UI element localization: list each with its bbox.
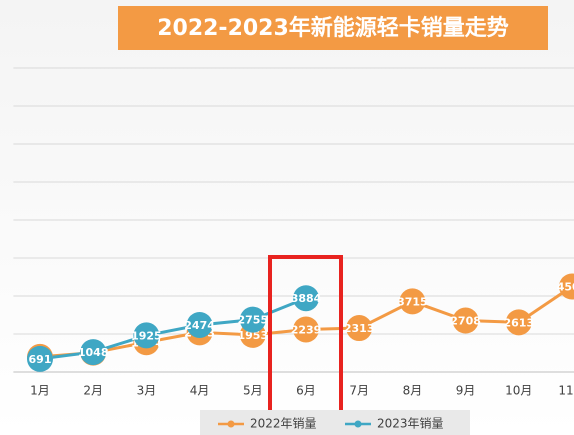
point [505,309,532,336]
data-label: 2613 [503,316,534,329]
legend-box [200,410,470,435]
point [133,322,160,349]
point [186,311,213,338]
data-label: 2313 [344,322,375,335]
data-label: 691 [29,353,52,366]
x-tick-label: 4月 [190,384,210,398]
data-label: 1925 [131,329,162,342]
point [452,307,479,334]
point [399,288,426,315]
data-label: 2239 [291,323,322,336]
x-tick-label: 10月 [505,384,532,398]
x-tick-label: 8月 [403,384,423,398]
data-label: 2755 [237,314,268,327]
x-tick-label: 11月 [558,384,574,398]
legend-marker [354,420,362,428]
x-tick-label: 1月 [30,384,50,398]
point [346,315,373,342]
point [293,285,319,312]
data-label: 3884 [291,292,322,305]
x-tick-label: 6月 [296,384,316,398]
legend-marker [227,420,235,428]
legend-label: 2022年销量 [250,417,317,431]
data-label: 4500 [557,281,574,294]
point [27,345,53,372]
chart-title: 2022-2023年新能源轻卡销量走势 [157,15,509,41]
point [293,316,319,343]
x-tick-label: 9月 [456,384,476,398]
point [80,339,107,366]
x-tick-label: 3月 [137,384,157,398]
data-label: 2474 [184,319,215,332]
data-label: 3715 [397,295,428,308]
x-tick-label: 2月 [83,384,103,398]
x-tick-label: 7月 [349,384,369,398]
point [559,273,574,300]
x-tick-label: 5月 [243,384,263,398]
data-label: 1048 [78,346,109,359]
point [239,306,266,333]
data-label: 2708 [450,315,481,328]
title-box [118,6,548,50]
data-label: 1953 [237,329,268,342]
legend-label: 2023年销量 [377,417,444,431]
